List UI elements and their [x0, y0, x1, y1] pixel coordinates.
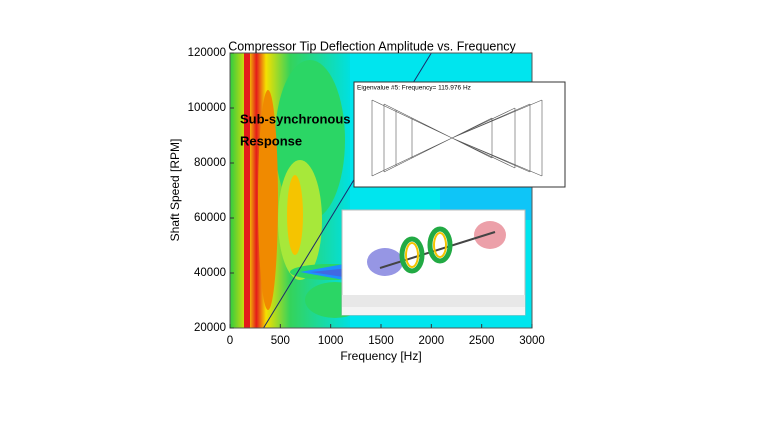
- y-tick-label: 40000: [194, 267, 226, 279]
- y-tick-label: 100000: [188, 102, 226, 114]
- y-tick-label: 80000: [194, 157, 226, 169]
- x-axis-label: Frequency [Hz]: [340, 349, 421, 363]
- annotation: Sub-synchronous: [240, 111, 351, 126]
- x-tick-label: 1500: [368, 335, 394, 347]
- axes: 0 500 1000 1500 2000 2500 3000 20000 40000 60000 8…: [188, 47, 545, 347]
- chart-title: Compressor Tip Deflection Amplitude vs. …: [228, 39, 516, 53]
- x-tick-label: 500: [271, 335, 290, 347]
- y-axis-label: Shaft Speed [RPM]: [168, 139, 182, 242]
- x-tick-label: 0: [227, 335, 233, 347]
- y-tick-label: 120000: [188, 47, 226, 59]
- mode-shape-inset: Eigenvalue #5: Frequency= 115.976 Hz: [353, 81, 566, 188]
- inset-title: Eigenvalue #5: Frequency= 115.976 Hz: [357, 85, 471, 92]
- annotation: Response: [240, 133, 302, 148]
- y-tick-label: 20000: [194, 322, 226, 334]
- x-tick-label: 3000: [519, 335, 545, 347]
- x-tick-label: 1000: [318, 335, 344, 347]
- x-tick-label: 2500: [469, 335, 495, 347]
- animation-inset: [341, 209, 526, 316]
- x-tick-label: 2000: [419, 335, 445, 347]
- y-tick-label: 60000: [194, 212, 226, 224]
